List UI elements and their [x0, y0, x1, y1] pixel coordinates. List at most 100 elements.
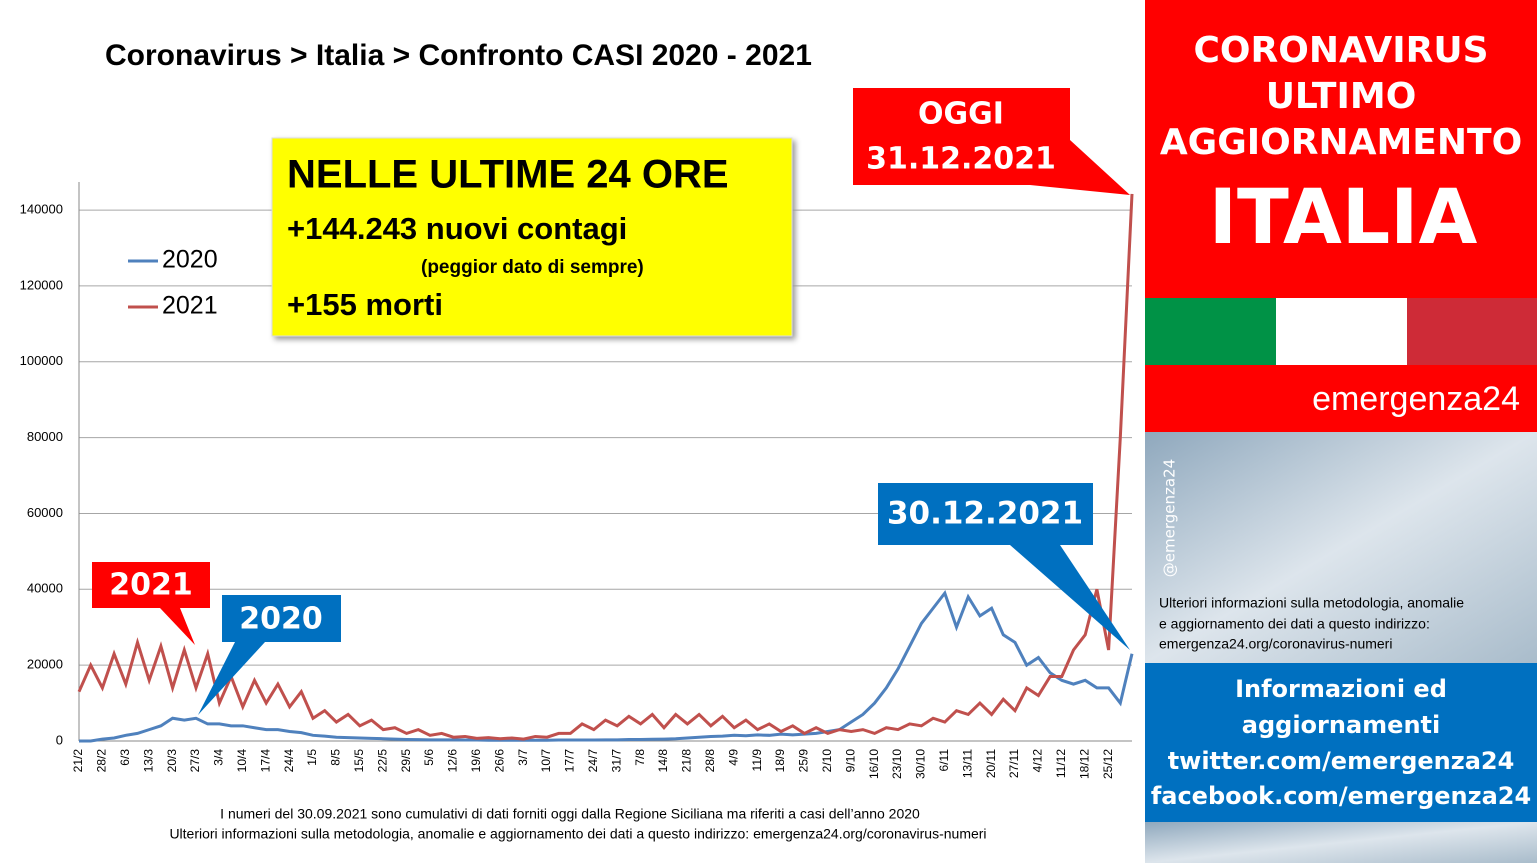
callout-pointer — [160, 608, 195, 645]
y-tick-label: 120000 — [20, 277, 63, 292]
brand: emergenza24 — [1312, 380, 1520, 418]
x-tick-label: 1/5 — [305, 749, 319, 766]
x-tick-label: 24/7 — [586, 749, 600, 773]
x-tick-label: 4/12 — [1031, 749, 1045, 773]
flag-white — [1276, 298, 1407, 365]
y-tick-label: 80000 — [27, 429, 63, 444]
x-tick-label: 7/8 — [633, 749, 647, 766]
plot: 0 20000 40000 60000 80000 100000 120000 140000 2… — [20, 182, 1134, 779]
x-tick-label: 20/3 — [165, 749, 179, 773]
legend-label: 2020 — [162, 246, 218, 274]
y-tick-label: 140000 — [20, 202, 63, 217]
callout-text: 2021 — [109, 568, 193, 603]
x-tick-label: 28/8 — [703, 749, 717, 773]
x-tick-label: 13/11 — [960, 749, 974, 778]
sidebar-text: AGGIORNAMENTO — [1160, 122, 1522, 163]
photo — [1145, 822, 1537, 863]
flag-red — [1407, 298, 1537, 365]
x-tick-label: 21/2 — [71, 749, 85, 773]
social-band — [1145, 663, 1537, 822]
x-tick-label: 18/12 — [1077, 749, 1091, 779]
x-tick-label: 8/5 — [329, 749, 343, 766]
sidebar-header — [1145, 0, 1537, 298]
x-tick-label: 17/7 — [563, 749, 577, 773]
x-tick-label: 13/3 — [141, 749, 155, 773]
sidebar-text: CORONAVIRUS — [1193, 30, 1488, 71]
x-tick-label: 25/9 — [797, 749, 811, 773]
photo — [1145, 432, 1537, 663]
x-tick-label: 29/5 — [399, 749, 413, 773]
x-tick-label: 27/11 — [1007, 749, 1021, 778]
sidebar-info: e aggiornamento dei dati a questo indiri… — [1159, 616, 1430, 632]
social-text: Informazioni ed — [1235, 675, 1447, 703]
x-tick-label: 12/6 — [446, 749, 460, 773]
y-tick-label: 20000 — [27, 657, 63, 672]
callout-text: 2020 — [239, 602, 323, 637]
callout-2020 — [222, 595, 341, 642]
x-tick-label: 11/12 — [1054, 749, 1068, 778]
chart-title: Coronavirus > Italia > Confronto CASI 20… — [105, 39, 812, 72]
x-tick-label: 21/8 — [680, 749, 694, 773]
series-line — [77, 193, 1134, 741]
x-tick-label: 9/10 — [843, 749, 857, 773]
brand-band — [1145, 365, 1537, 432]
callout-today — [853, 88, 1070, 185]
info-box — [271, 137, 793, 337]
x-tick-label: 30/10 — [914, 749, 928, 779]
handle: @emergenza24 — [1161, 459, 1179, 577]
series-line — [79, 589, 1134, 743]
sidebar-info: emergenza24.org/coronavirus-numeri — [1159, 636, 1392, 652]
legend-label: 2021 — [162, 292, 218, 320]
x-tick-label: 3/7 — [516, 749, 530, 766]
x-tick-label: 22/5 — [375, 749, 389, 773]
x-tick-label: 26/6 — [492, 749, 506, 773]
x-tick-label: 5/6 — [422, 749, 436, 766]
sidebar-info: Ulteriori informazioni sulla metodologia… — [1159, 595, 1464, 611]
x-tick-label: 11/9 — [750, 749, 764, 772]
x-tick-label: 28/2 — [95, 749, 109, 773]
y-tick-label: 60000 — [27, 505, 63, 520]
callout-pointer — [1010, 545, 1130, 650]
x-tick-label: 6/3 — [118, 749, 132, 766]
x-tick-label: 14/8 — [656, 749, 670, 773]
sidebar-country: ITALIA — [1209, 172, 1478, 261]
x-tick-label: 31/7 — [609, 749, 623, 773]
x-tick-label: 16/10 — [867, 749, 881, 779]
x-tick-label: 15/5 — [352, 749, 366, 773]
footnote: I numeri del 30.09.2021 sono cumulativi … — [220, 806, 920, 822]
x-tick-label: 10/7 — [539, 749, 553, 773]
info-deaths: +155 morti — [287, 287, 443, 322]
flag-green — [1145, 298, 1276, 365]
callout-yesterday — [878, 483, 1093, 545]
legend: 2020 2021 — [128, 246, 218, 320]
y-tick-label: 40000 — [27, 581, 63, 596]
callout-text: 31.12.2021 — [866, 142, 1056, 177]
x-tick-label: 18/9 — [773, 749, 787, 773]
y-tick-label: 0 — [56, 732, 63, 747]
x-tick-label: 23/10 — [890, 749, 904, 779]
x-tick-label: 20/11 — [984, 749, 998, 778]
x-tick-label: 4/9 — [726, 749, 740, 766]
footnote: Ulteriori informazioni sulla metodologia… — [169, 826, 986, 842]
x-tick-label: 2/10 — [820, 749, 834, 773]
y-tick-label: 100000 — [20, 353, 63, 368]
x-tick-label: 10/4 — [235, 749, 249, 773]
social-text: facebook.com/emergenza24 — [1151, 782, 1531, 810]
x-tick-label: 24/4 — [282, 749, 296, 773]
info-cases: +144.243 nuovi contagi — [287, 211, 627, 246]
x-tick-label: 19/6 — [469, 749, 483, 773]
callout-2021 — [92, 562, 210, 608]
info-note: (peggior dato di sempre) — [421, 257, 644, 278]
x-tick-label: 17/4 — [258, 749, 272, 773]
x-tick-label: 6/11 — [937, 749, 951, 772]
x-tick-label: 25/12 — [1101, 749, 1115, 779]
social-text: aggiornamenti — [1242, 711, 1440, 739]
callout-text: 30.12.2021 — [887, 496, 1083, 532]
callout-text: OGGI — [918, 97, 1004, 132]
social-text: twitter.com/emergenza24 — [1168, 747, 1515, 775]
info-heading: NELLE ULTIME 24 ORE — [287, 153, 729, 197]
x-tick-label: 3/4 — [212, 749, 226, 766]
callout-pointer — [198, 642, 265, 715]
